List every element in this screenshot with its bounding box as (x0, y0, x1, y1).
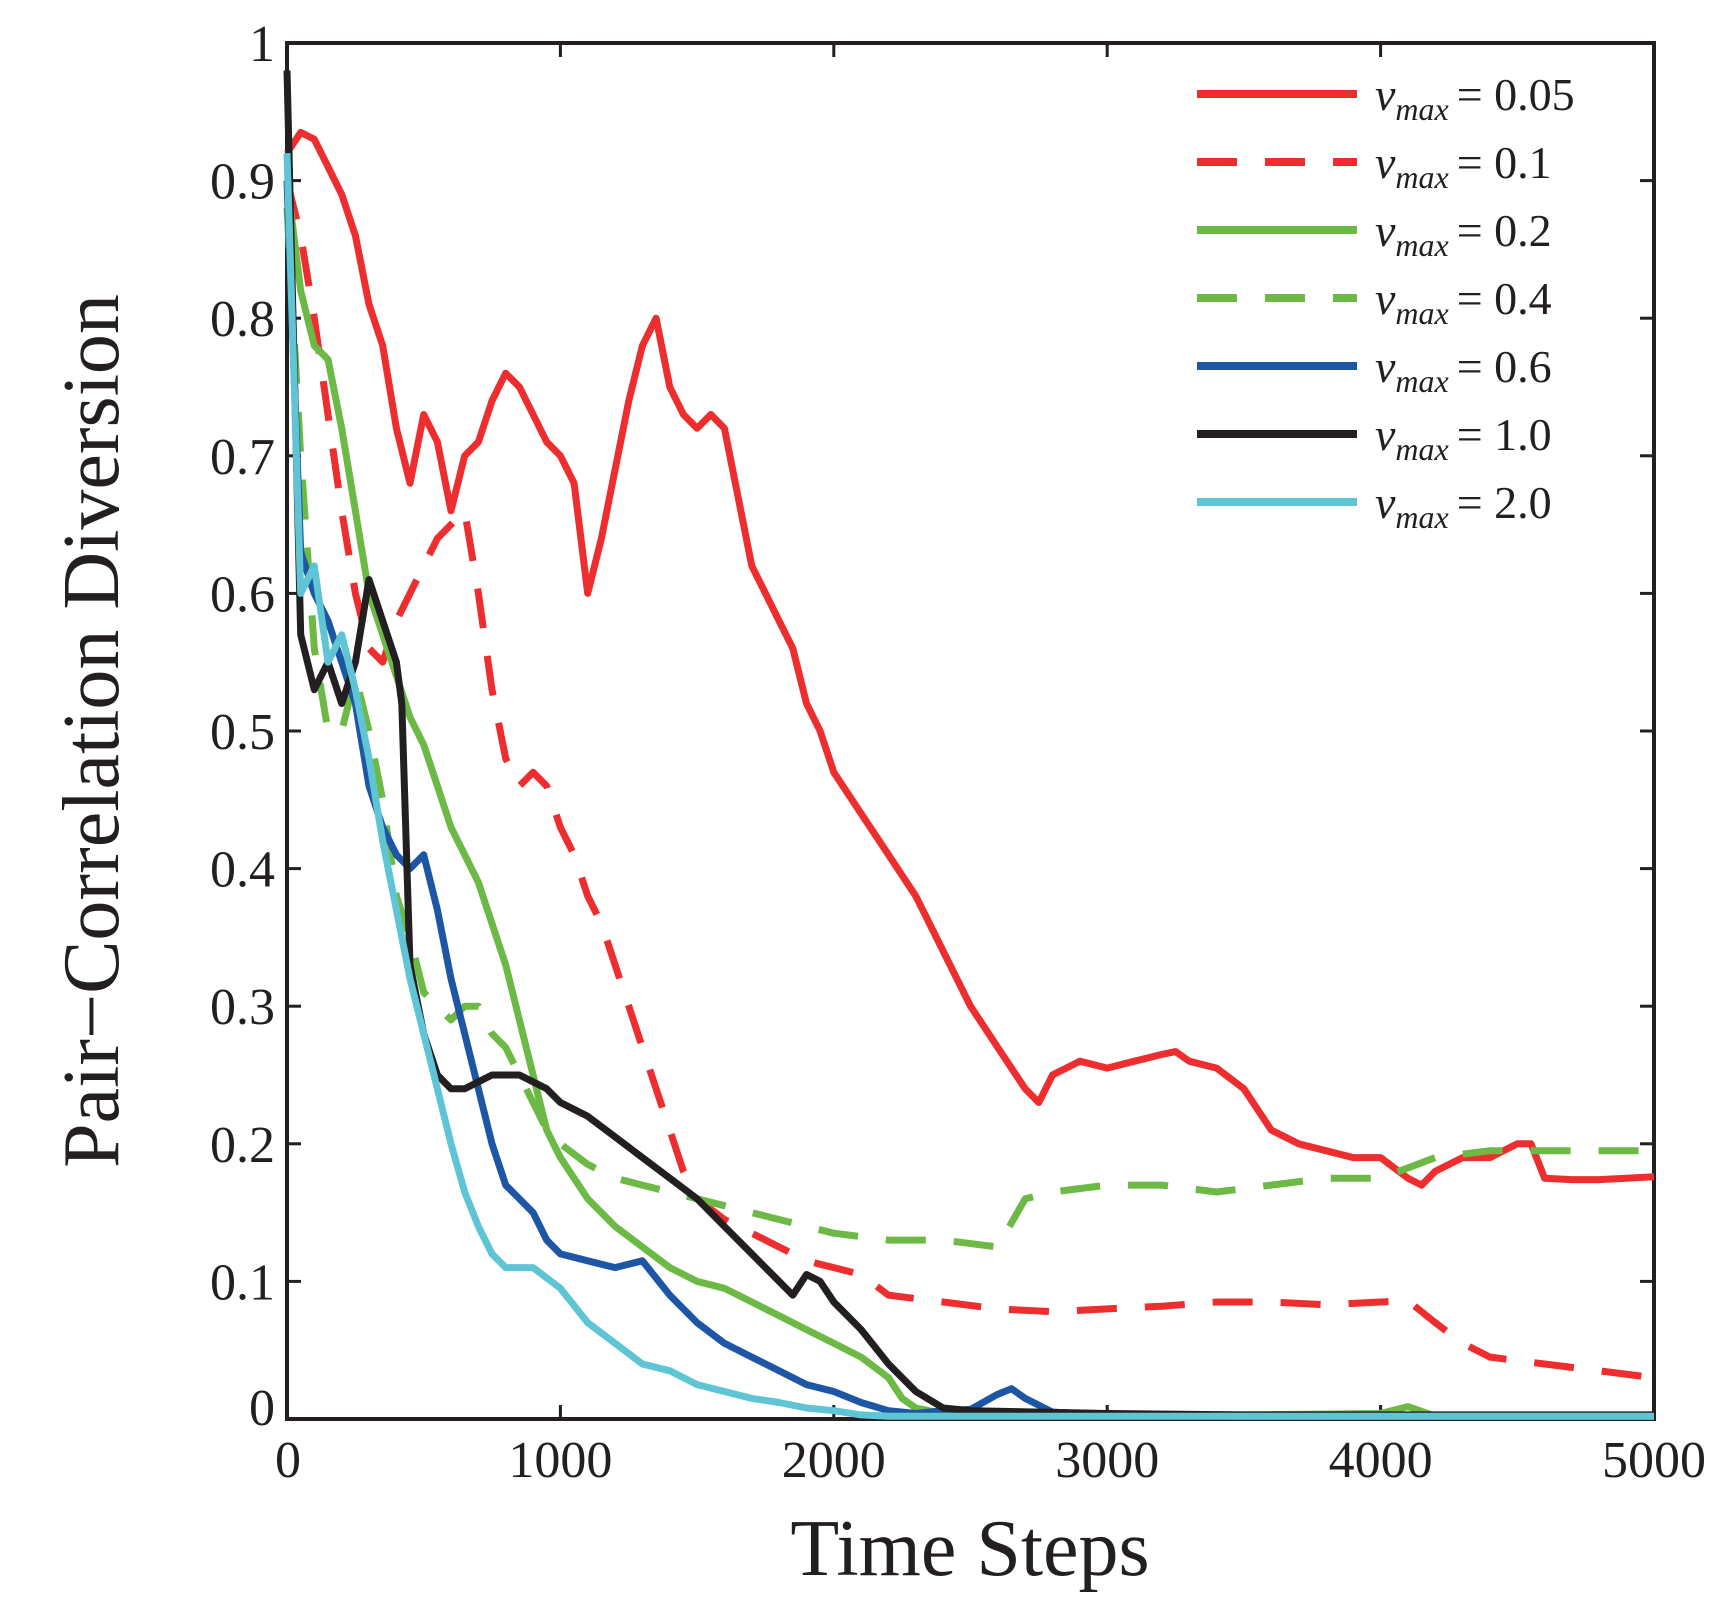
series-line-2 (283, 180, 1654, 1420)
y-tick-label: 0 (249, 1380, 275, 1437)
y-tick-label: 0.6 (210, 566, 275, 623)
x-tick-label: 1000 (508, 1432, 612, 1489)
y-tick-label: 0.5 (210, 704, 275, 761)
x-tick-label: 3000 (1055, 1432, 1159, 1489)
legend-subscript: max (1395, 159, 1448, 195)
y-tick-label: 0.1 (210, 1254, 275, 1311)
series-line-0 (284, 128, 1655, 1189)
y-axis-tick-labels: 0 0.1 0.2 0.3 0.4 0.5 0.6 0.7 0.8 0.9 1 (210, 16, 275, 1437)
y-tick-label: 0.9 (210, 154, 275, 211)
legend-label-0: vmax = 0.05 (1375, 69, 1575, 127)
legend-var: v (1375, 341, 1396, 392)
legend-label-2: vmax = 0.2 (1375, 205, 1552, 263)
legend-var: v (1375, 69, 1396, 120)
legend-label-4: vmax = 0.6 (1375, 341, 1552, 399)
y-axis-title: Pair−Correlation Diversion (48, 294, 136, 1168)
y-tick-label: 1 (249, 16, 275, 73)
series-line-6 (283, 152, 1654, 1420)
legend-label-3: vmax = 0.4 (1375, 273, 1552, 331)
x-tick-label: 0 (275, 1432, 301, 1489)
legend-subscript: max (1395, 91, 1448, 127)
x-axis-title: Time Steps (790, 1505, 1149, 1593)
legend-var: v (1375, 273, 1396, 324)
legend-var: v (1375, 137, 1396, 188)
y-tick-label: 0.2 (210, 1117, 275, 1174)
legend-var: v (1375, 477, 1396, 528)
plot-area (283, 41, 1656, 1421)
legend-label-6: vmax = 2.0 (1375, 477, 1552, 535)
legend-value: = 0.1 (1457, 137, 1552, 188)
series-lines (283, 70, 1655, 1420)
x-tick-label: 2000 (782, 1432, 886, 1489)
legend-value: = 1.0 (1457, 409, 1552, 460)
y-tick-label: 0.3 (210, 979, 275, 1036)
y-tick-label: 0.4 (210, 842, 275, 899)
legend-value: = 0.2 (1457, 205, 1552, 256)
legend-value: = 0.05 (1457, 69, 1575, 120)
legend-subscript: max (1395, 363, 1448, 399)
x-tick-label: 5000 (1602, 1432, 1706, 1489)
x-tick-label: 4000 (1329, 1432, 1433, 1489)
legend-label-1: vmax = 0.1 (1375, 137, 1552, 195)
legend-subscript: max (1395, 227, 1448, 263)
y-tick-label: 0.7 (210, 429, 275, 486)
legend-label-5: vmax = 1.0 (1375, 409, 1552, 467)
series-line-1 (283, 179, 1655, 1382)
legend-var: v (1375, 205, 1396, 256)
legend-subscript: max (1395, 295, 1448, 331)
legend-subscript: max (1395, 499, 1448, 535)
legend-value: = 2.0 (1457, 477, 1552, 528)
legend-value: = 0.6 (1457, 341, 1552, 392)
legend-value: = 0.4 (1457, 273, 1552, 324)
legend-var: v (1375, 409, 1396, 460)
series-line-4 (283, 180, 1654, 1420)
series-line-5 (283, 70, 1654, 1419)
axis-ticks (285, 41, 1656, 1421)
plot-frame (285, 41, 1656, 1421)
legend-subscript: max (1395, 431, 1448, 467)
x-axis-tick-labels: 0 1000 2000 3000 4000 5000 (275, 1432, 1706, 1489)
y-tick-label: 0.8 (210, 291, 275, 348)
series-line-3 (283, 207, 1654, 1251)
